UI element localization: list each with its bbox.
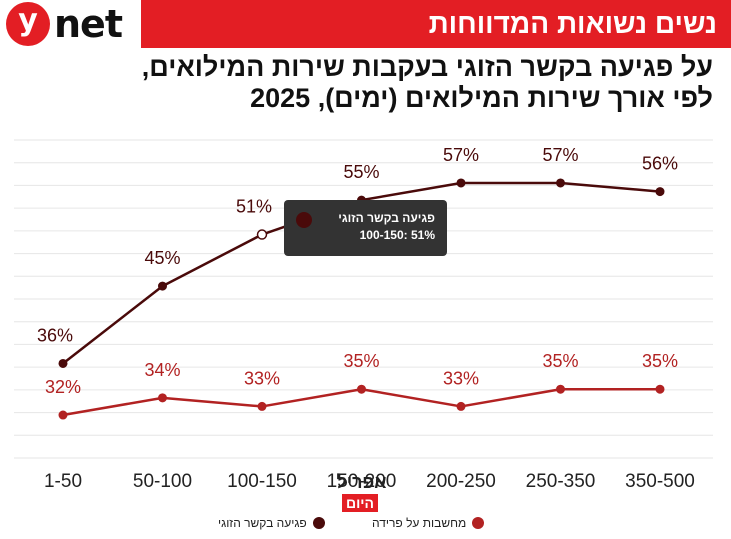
data-point — [58, 358, 68, 368]
data-point — [556, 384, 565, 394]
data-label: 35% — [542, 351, 578, 371]
legend-dot-series-2 — [472, 517, 485, 529]
tooltip-value: 100-150: 51% — [359, 228, 435, 242]
data-label: 36% — [37, 325, 73, 345]
data-label: 35% — [642, 351, 678, 371]
legend-label-series-1: פגיעה בקשר הזוגי — [218, 516, 307, 530]
data-point — [556, 178, 565, 188]
banner-title: נשים נשואות המדווחות — [141, 0, 731, 48]
x-tick-label: 50-100 — [133, 471, 192, 492]
data-point — [456, 178, 466, 188]
data-label: 32% — [45, 377, 81, 397]
chart-title-line-1: על פגיעה בקשר הזוגי בעקבות שירות המילואי… — [141, 52, 713, 82]
ynet-logo[interactable]: y net — [6, 0, 123, 48]
logo-circle: y — [6, 2, 50, 46]
x-tick-label: 250-350 — [526, 471, 596, 492]
data-label: 51% — [236, 197, 272, 217]
legend-dot-series-1 — [312, 517, 325, 529]
data-label: 34% — [144, 360, 180, 380]
data-label: 55% — [343, 162, 379, 182]
tooltip-series-name: פגיעה בקשר הזוגי — [338, 211, 435, 225]
data-point — [158, 393, 167, 403]
data-point — [58, 410, 68, 420]
chart-title: על פגיעה בקשר הזוגי בעקבות שירות המילואי… — [13, 52, 713, 114]
x-tick-label: 100-150 — [227, 471, 297, 492]
x-tick-label: 200-250 — [426, 471, 496, 492]
overlap-label: אפריל — [336, 472, 386, 492]
legend-item-relationship-harm[interactable]: פגיעה בקשר הזוגי — [218, 514, 325, 532]
data-label: 57% — [542, 145, 578, 165]
data-label: 33% — [443, 368, 479, 388]
x-tick-label: 150-200 — [327, 471, 397, 492]
data-label: 35% — [343, 351, 379, 371]
x-tick-label: 350-500 — [625, 471, 695, 492]
data-point — [655, 384, 665, 394]
data-point — [158, 281, 167, 291]
data-point — [357, 384, 366, 394]
data-point — [256, 229, 268, 240]
chart-title-line-2: לפי אורך שירות המילואים (ימים), 2025 — [250, 83, 713, 113]
data-label: 57% — [443, 145, 479, 165]
data-label: 33% — [244, 368, 280, 388]
data-label: 56% — [642, 154, 678, 174]
data-point — [456, 401, 466, 411]
logo-word: net — [54, 2, 123, 46]
tooltip: פגיעה בקשר הזוגי 100-150: 51% — [284, 200, 447, 256]
legend-label-series-2: מחשבות על פרידה — [372, 516, 467, 530]
data-point — [655, 187, 665, 197]
legend-item-separation-thoughts[interactable]: מחשבות על פרידה — [372, 514, 485, 532]
today-badge: היום — [342, 494, 378, 512]
tooltip-series-dot — [296, 212, 312, 228]
data-label: 45% — [144, 248, 180, 268]
x-tick-label: 1-50 — [44, 471, 82, 492]
data-point — [257, 401, 267, 411]
